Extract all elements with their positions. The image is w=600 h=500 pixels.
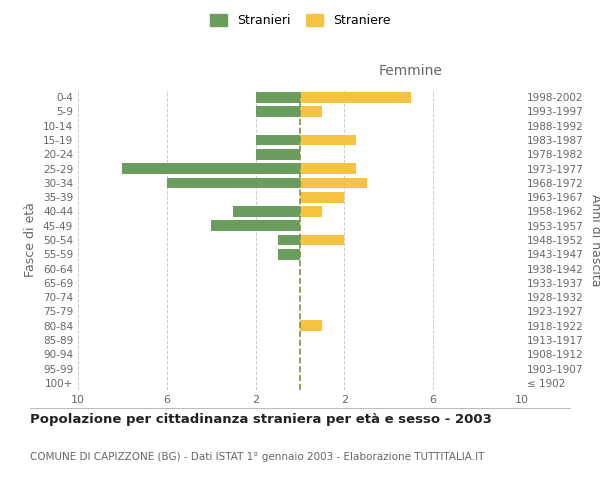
Bar <box>256 106 300 117</box>
Bar <box>300 320 322 331</box>
Text: Femmine: Femmine <box>379 64 443 78</box>
Bar <box>300 134 355 145</box>
Bar <box>300 106 322 117</box>
Bar <box>278 234 300 246</box>
Bar <box>300 192 344 202</box>
Bar <box>167 178 300 188</box>
Bar <box>256 149 300 160</box>
Bar <box>256 134 300 145</box>
Bar <box>233 206 300 217</box>
Legend: Stranieri, Straniere: Stranieri, Straniere <box>205 8 395 32</box>
Bar <box>211 220 300 231</box>
Text: Popolazione per cittadinanza straniera per età e sesso - 2003: Popolazione per cittadinanza straniera p… <box>30 412 492 426</box>
Y-axis label: Anni di nascita: Anni di nascita <box>589 194 600 286</box>
Bar <box>122 163 300 174</box>
Bar <box>300 92 411 102</box>
Bar <box>300 234 344 246</box>
Bar <box>300 163 355 174</box>
Text: COMUNE DI CAPIZZONE (BG) - Dati ISTAT 1° gennaio 2003 - Elaborazione TUTTITALIA.: COMUNE DI CAPIZZONE (BG) - Dati ISTAT 1°… <box>30 452 484 462</box>
Bar <box>300 206 322 217</box>
Bar <box>278 249 300 260</box>
Bar <box>256 92 300 102</box>
Y-axis label: Fasce di età: Fasce di età <box>25 202 37 278</box>
Bar <box>300 178 367 188</box>
